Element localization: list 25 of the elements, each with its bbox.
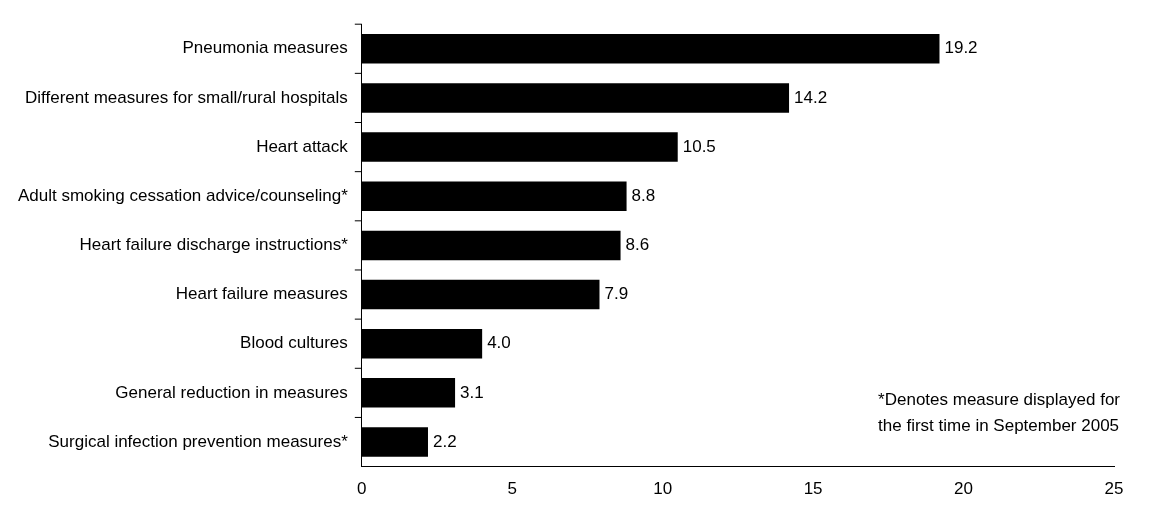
x-tick-label: 0: [357, 479, 367, 499]
data-label: 14.2: [794, 87, 828, 107]
data-label: 4.0: [487, 333, 511, 353]
y-tick-label: Surgical infection prevention measures*: [48, 431, 349, 451]
x-tick-label: 15: [803, 479, 823, 499]
y-tick-label: Heart attack: [256, 136, 349, 156]
y-tick-label: General reduction in measures: [115, 382, 348, 402]
x-tick-label: 20: [954, 479, 974, 499]
y-tick-label: Different measures for small/rural hospitals: [24, 87, 348, 107]
data-label: 7.9: [604, 284, 629, 304]
data-label: 8.6: [625, 235, 650, 255]
data-label: 10.5: [682, 136, 716, 156]
x-tick-label: 5: [507, 479, 517, 499]
y-tick-label: Heart failure measures: [175, 284, 348, 304]
x-tick-label: 25: [1104, 479, 1124, 499]
y-tick-label: Pneumonia measures: [182, 38, 348, 58]
y-tick-label: Blood cultures: [240, 333, 348, 353]
y-tick-label: Heart failure discharge instructions*: [79, 235, 349, 255]
data-label: 2.2: [432, 431, 457, 451]
data-label: 3.1: [460, 382, 484, 402]
data-label: 19.2: [944, 38, 978, 58]
annotation: *Denotes measure displayed for the first time in September 2005: [878, 389, 1121, 435]
x-tick-label: 10: [653, 479, 673, 499]
data-label: 8.8: [631, 185, 656, 205]
y-tick-label: Adult smoking cessation advice/counseling*: [17, 185, 349, 205]
